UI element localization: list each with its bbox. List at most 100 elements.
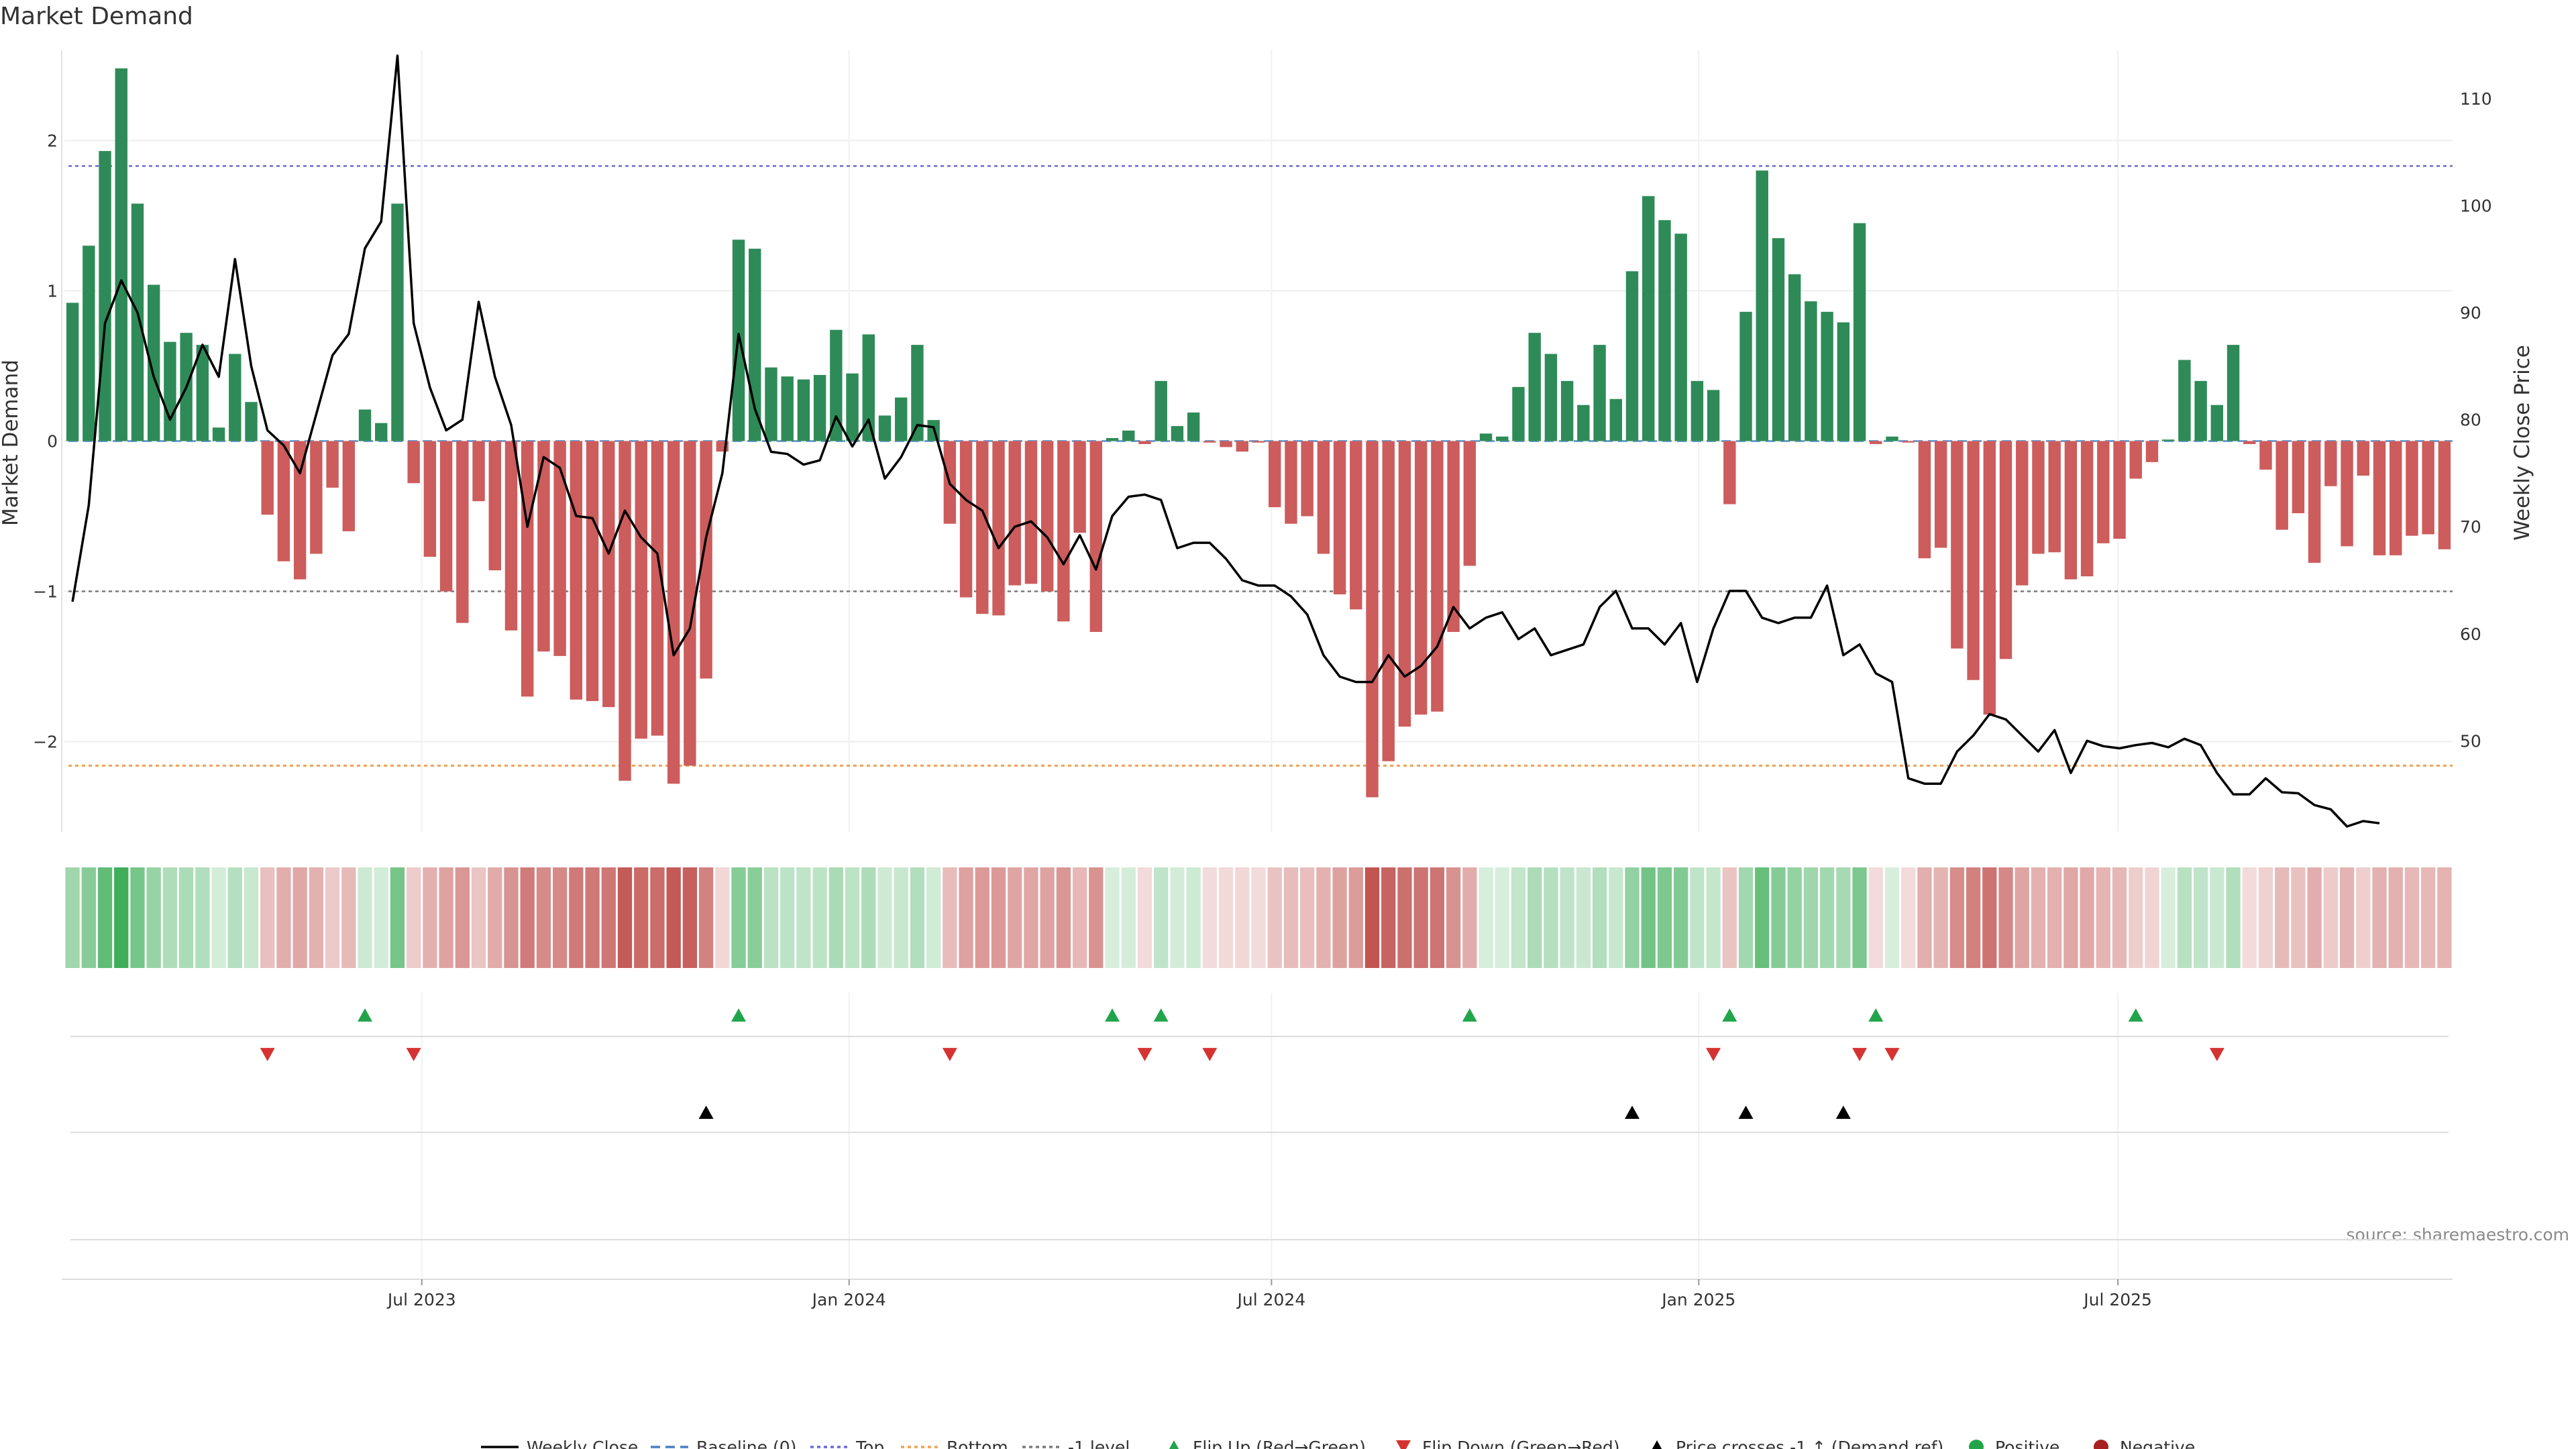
heat-strip-cell bbox=[520, 867, 535, 968]
demand-bar bbox=[1609, 398, 1622, 441]
demand-bar bbox=[1772, 238, 1785, 441]
demand-bar bbox=[1560, 380, 1574, 441]
demand-bar bbox=[1398, 441, 1411, 727]
heat-strip-cell bbox=[2177, 867, 2192, 968]
legend-swatch bbox=[1169, 1440, 1179, 1449]
demand-bar bbox=[2259, 441, 2272, 470]
heat-strip-cell bbox=[1544, 867, 1558, 968]
y-left-tick-label: 0 bbox=[47, 432, 58, 451]
demand-bar bbox=[1870, 441, 1882, 444]
heat-strip-cell bbox=[1803, 867, 1819, 968]
demand-bar bbox=[1593, 345, 1606, 441]
legend-swatch bbox=[1396, 1440, 1411, 1449]
demand-bar bbox=[1431, 441, 1444, 712]
flip-up-marker bbox=[2128, 1008, 2143, 1022]
demand-bar bbox=[1073, 441, 1086, 533]
heat-strip-cell bbox=[1933, 867, 1948, 968]
heat-strip-cell bbox=[2258, 867, 2273, 968]
heat-strip-cell bbox=[894, 867, 908, 968]
heat-strip-cell bbox=[650, 867, 665, 968]
demand-bar bbox=[2016, 441, 2029, 586]
y-left-tick-label: 1 bbox=[47, 281, 58, 301]
legend-item: Negative bbox=[2094, 1438, 2195, 1449]
demand-bar bbox=[1447, 441, 1460, 633]
flip-up-marker bbox=[1722, 1008, 1737, 1022]
flip-down-marker bbox=[406, 1048, 421, 1061]
demand-bar bbox=[391, 203, 404, 441]
demand-bar bbox=[2292, 441, 2305, 514]
heat-strip-cell bbox=[1056, 867, 1071, 968]
heat-strip-cell bbox=[796, 867, 811, 968]
demand-bar bbox=[1788, 274, 1801, 441]
demand-bar bbox=[66, 303, 79, 441]
demand-bar bbox=[2064, 441, 2078, 580]
y-left-tick-label: 2 bbox=[47, 131, 58, 150]
heat-strip-cell bbox=[585, 867, 600, 968]
demand-bar bbox=[959, 441, 973, 598]
price-cross-marker bbox=[1738, 1106, 1754, 1119]
legend-label: Flip Up (Red→Green) bbox=[1193, 1438, 1366, 1449]
demand-bar bbox=[293, 441, 307, 580]
heat-strip-cell bbox=[1154, 867, 1169, 968]
flip-up-marker bbox=[1105, 1008, 1120, 1022]
legend-label: Price crosses -1 ↑ (Demand ref) bbox=[1676, 1438, 1943, 1449]
heat-strip-cell bbox=[455, 867, 470, 968]
heat-strip-cell bbox=[439, 867, 453, 968]
legend-item: Flip Up (Red→Green) bbox=[1169, 1438, 1366, 1449]
heat-strip-cell bbox=[1348, 867, 1363, 968]
legend-item: Price crosses -1 ↑ (Demand ref) bbox=[1652, 1438, 1943, 1449]
legend-label: -1 level bbox=[1068, 1438, 1130, 1449]
demand-bar bbox=[1577, 405, 1590, 441]
heat-strip-cell bbox=[926, 867, 941, 968]
demand-bar bbox=[147, 284, 160, 441]
demand-bar bbox=[2210, 405, 2224, 441]
demand-bar bbox=[1203, 441, 1216, 443]
heat-strip-cell bbox=[1560, 867, 1574, 968]
demand-bar bbox=[1902, 441, 1915, 443]
heat-strip-cell bbox=[2339, 867, 2355, 968]
heat-strip-cell bbox=[1592, 867, 1607, 968]
heat-strip-cell bbox=[682, 867, 698, 968]
heat-strip-cell bbox=[666, 867, 681, 968]
demand-bar bbox=[115, 68, 127, 441]
heat-strip-cell bbox=[2031, 867, 2046, 968]
flip-down-marker bbox=[1202, 1048, 1218, 1061]
demand-bar bbox=[504, 441, 518, 631]
heat-strip-cell bbox=[1332, 867, 1347, 968]
heat-strip-cell bbox=[2307, 867, 2322, 968]
heat-strip-cell bbox=[1299, 867, 1315, 968]
heat-strip-cell bbox=[1251, 867, 1266, 968]
demand-bar bbox=[1414, 441, 1428, 715]
demand-bar bbox=[1528, 333, 1541, 441]
heat-strip-cell bbox=[1186, 867, 1201, 968]
flip-down-marker bbox=[1852, 1048, 1868, 1061]
demand-bar bbox=[667, 441, 680, 784]
y-right-tick-label: 80 bbox=[2460, 411, 2481, 430]
demand-bar bbox=[976, 441, 989, 614]
heat-strip-cell bbox=[2015, 867, 2029, 968]
heat-strip-cell bbox=[569, 867, 584, 968]
demand-bar bbox=[1512, 386, 1525, 441]
heat-strip-cell bbox=[114, 867, 129, 968]
demand-bar bbox=[1236, 441, 1248, 452]
heat-strip-cell bbox=[488, 867, 502, 968]
demand-bar bbox=[2032, 441, 2045, 554]
heat-strip-cell bbox=[2161, 867, 2176, 968]
heat-strip-cell bbox=[2063, 867, 2078, 968]
demand-bar bbox=[1739, 311, 1752, 441]
source-label: source: sharemaestro.com bbox=[2346, 1225, 2570, 1244]
demand-bar bbox=[439, 441, 453, 592]
legend-label: Weekly Close bbox=[527, 1438, 638, 1449]
heat-strip-cell bbox=[763, 867, 779, 968]
flip-down-marker bbox=[2209, 1048, 2224, 1061]
demand-bar bbox=[651, 441, 664, 736]
heat-strip-cell bbox=[1397, 867, 1412, 968]
legend-item: -1 level bbox=[1022, 1438, 1130, 1449]
heat-strip-cell bbox=[601, 867, 616, 968]
demand-bar bbox=[2373, 441, 2386, 555]
heat-strip-cell bbox=[1121, 867, 1136, 968]
demand-bar bbox=[1317, 441, 1330, 554]
heat-strip-cell bbox=[2291, 867, 2306, 968]
flip-down-marker bbox=[1706, 1048, 1721, 1061]
